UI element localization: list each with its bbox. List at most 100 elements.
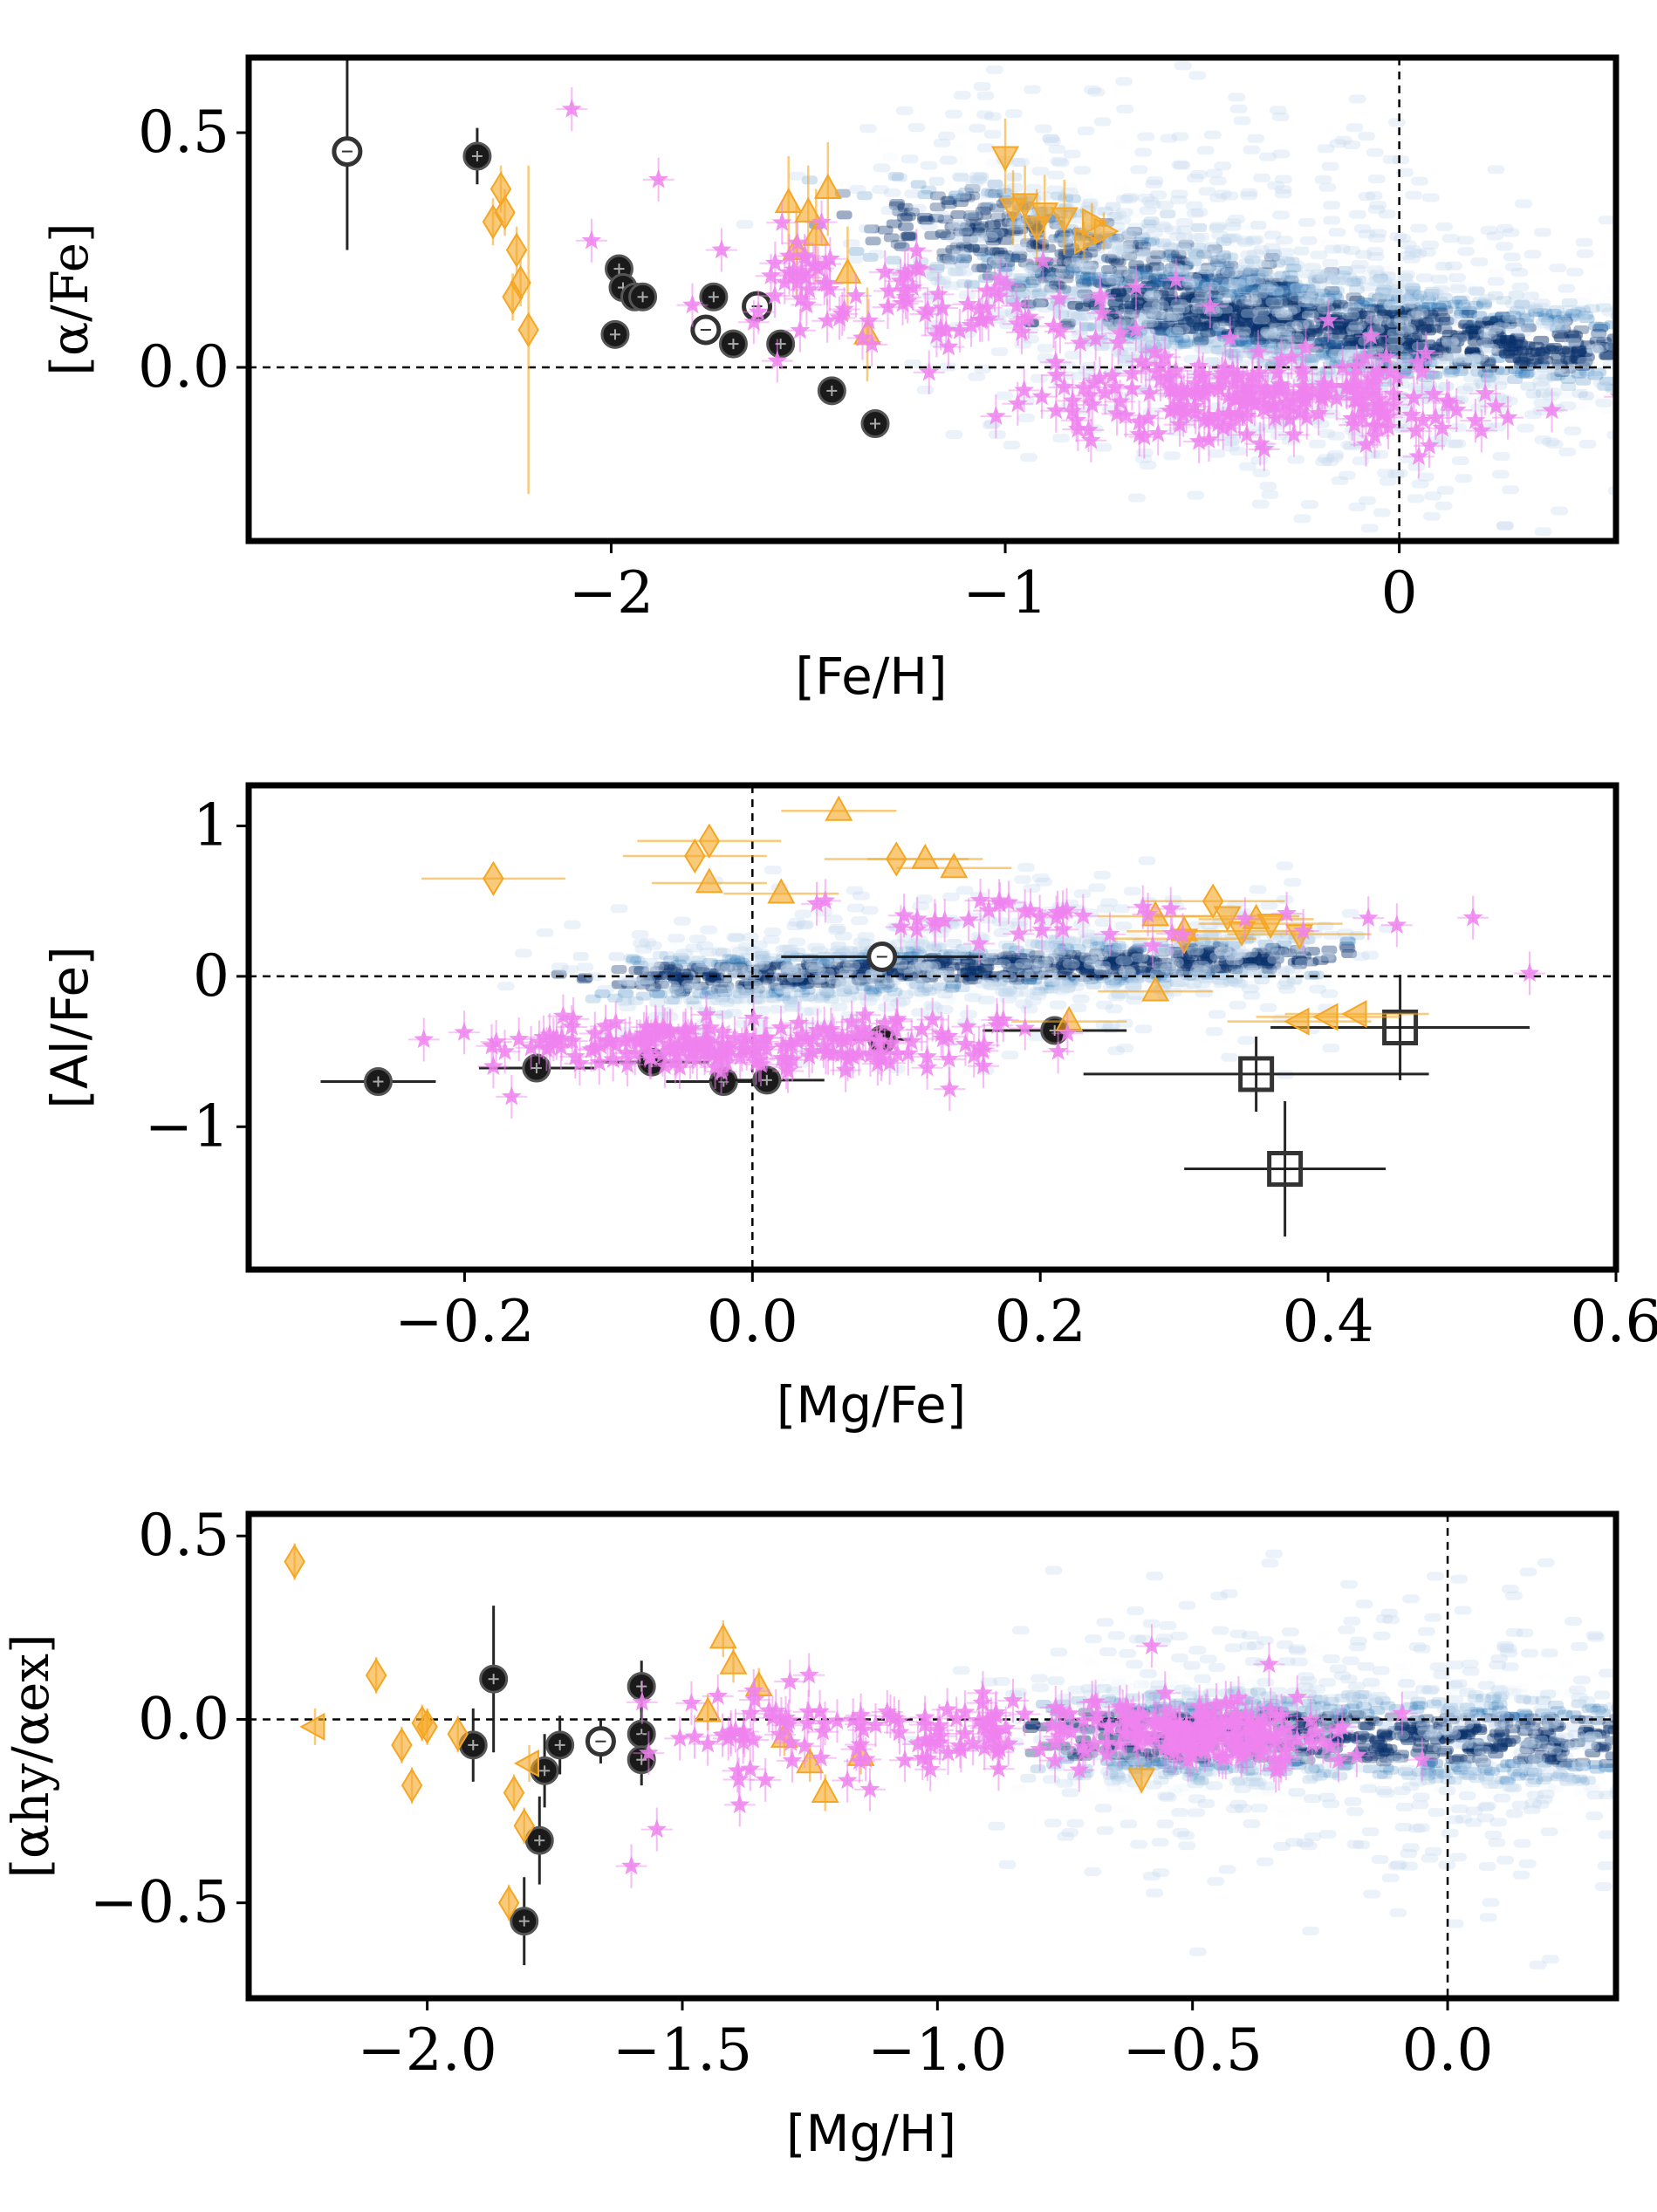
star-point <box>1302 1733 1323 1753</box>
star-point <box>827 1710 847 1729</box>
star-point <box>1061 1722 1082 1741</box>
star-point <box>1436 390 1457 410</box>
star-point <box>879 280 900 300</box>
x-tick-label: 0 <box>1381 559 1418 627</box>
star-point <box>721 1724 741 1743</box>
star-point <box>1243 370 1263 390</box>
star-point <box>1222 373 1243 393</box>
star-point <box>788 1012 809 1032</box>
star-point <box>938 1025 959 1045</box>
orange-point <box>1023 188 1051 264</box>
star-point <box>1279 1733 1300 1752</box>
star-point <box>887 1009 907 1028</box>
star-point <box>791 263 812 282</box>
star-point <box>743 312 764 331</box>
star-point <box>794 1736 815 1755</box>
star-point <box>1279 408 1300 428</box>
star-point <box>1287 1687 1308 1706</box>
star-point <box>1030 1738 1051 1758</box>
star-point <box>640 1046 661 1066</box>
star-point <box>1208 375 1229 394</box>
star-point <box>1058 1023 1078 1042</box>
star-point <box>1160 1701 1180 1721</box>
star-point <box>917 299 938 319</box>
series-black-filled <box>458 1606 656 1966</box>
star-point <box>888 1711 909 1730</box>
star-point <box>1265 1731 1286 1750</box>
star-point <box>657 1023 678 1042</box>
star-point <box>1127 1717 1148 1737</box>
star-point <box>1387 914 1407 934</box>
star-point <box>744 1032 765 1051</box>
star-point <box>1189 1707 1209 1726</box>
star-point <box>1267 362 1287 382</box>
star-point <box>1129 411 1149 431</box>
star-point <box>1519 962 1540 983</box>
star-point <box>724 1027 745 1047</box>
star-point <box>970 889 990 909</box>
star-point <box>729 1046 750 1066</box>
x-tick-label: −1.0 <box>867 2017 1007 2084</box>
star-point <box>834 298 854 318</box>
star-point <box>922 1009 943 1029</box>
orange-point <box>421 860 565 896</box>
black-point <box>524 1796 554 1885</box>
star-point <box>894 263 915 282</box>
series-orange-triangles-left <box>1227 999 1429 1036</box>
star-point <box>1332 1716 1352 1736</box>
star-point <box>1199 378 1220 397</box>
star-point <box>996 1717 1017 1737</box>
orange-point <box>723 878 839 904</box>
star-point <box>835 1059 856 1079</box>
star-point <box>1186 380 1206 401</box>
star-point <box>1407 352 1428 371</box>
series-orange-diamonds <box>482 165 539 495</box>
star-point <box>874 1013 895 1032</box>
black-point <box>510 1877 539 1966</box>
x-tick-label: 0.0 <box>707 1288 798 1355</box>
star-point <box>1320 1736 1341 1755</box>
star-point <box>919 361 940 381</box>
star-point <box>1054 376 1074 396</box>
star-point <box>1221 414 1242 434</box>
star-point <box>617 1054 638 1073</box>
star-point <box>1302 380 1323 400</box>
star-point <box>1042 1715 1062 1735</box>
star-point <box>565 1046 585 1065</box>
black-point <box>1184 1100 1387 1237</box>
orange-point <box>505 226 528 274</box>
star-point <box>1215 1747 1236 1766</box>
star-point <box>1277 393 1297 412</box>
star-point <box>928 1719 948 1739</box>
star-point <box>1265 1760 1286 1779</box>
star-point <box>1375 402 1396 421</box>
star-point <box>729 1769 750 1789</box>
star-point <box>787 272 807 291</box>
star-point <box>777 1715 798 1734</box>
star-point <box>1236 405 1257 425</box>
star-point <box>746 1039 767 1058</box>
star-point <box>589 1052 610 1072</box>
star-point <box>1069 1759 1090 1779</box>
star-point <box>962 1733 983 1752</box>
star-point <box>807 1019 828 1039</box>
star-point <box>1412 1749 1433 1769</box>
star-point <box>1265 407 1286 427</box>
star-point <box>1326 387 1347 407</box>
star-point <box>743 1007 763 1027</box>
y-axis-label: [α/Fe] <box>40 223 99 375</box>
star-point <box>1315 376 1335 396</box>
star-point <box>811 211 832 231</box>
star-point <box>561 99 582 118</box>
y-axis-label: [Al/Fe] <box>40 946 99 1108</box>
star-point <box>1215 358 1236 377</box>
star-point <box>708 1685 729 1705</box>
orange-point <box>1030 175 1059 250</box>
star-point <box>1131 351 1152 371</box>
orange-point <box>1256 1003 1400 1031</box>
black-point <box>628 282 658 312</box>
star-point <box>925 914 946 935</box>
star-point <box>1049 288 1070 307</box>
star-point <box>603 1049 624 1068</box>
star-point <box>1007 393 1028 413</box>
